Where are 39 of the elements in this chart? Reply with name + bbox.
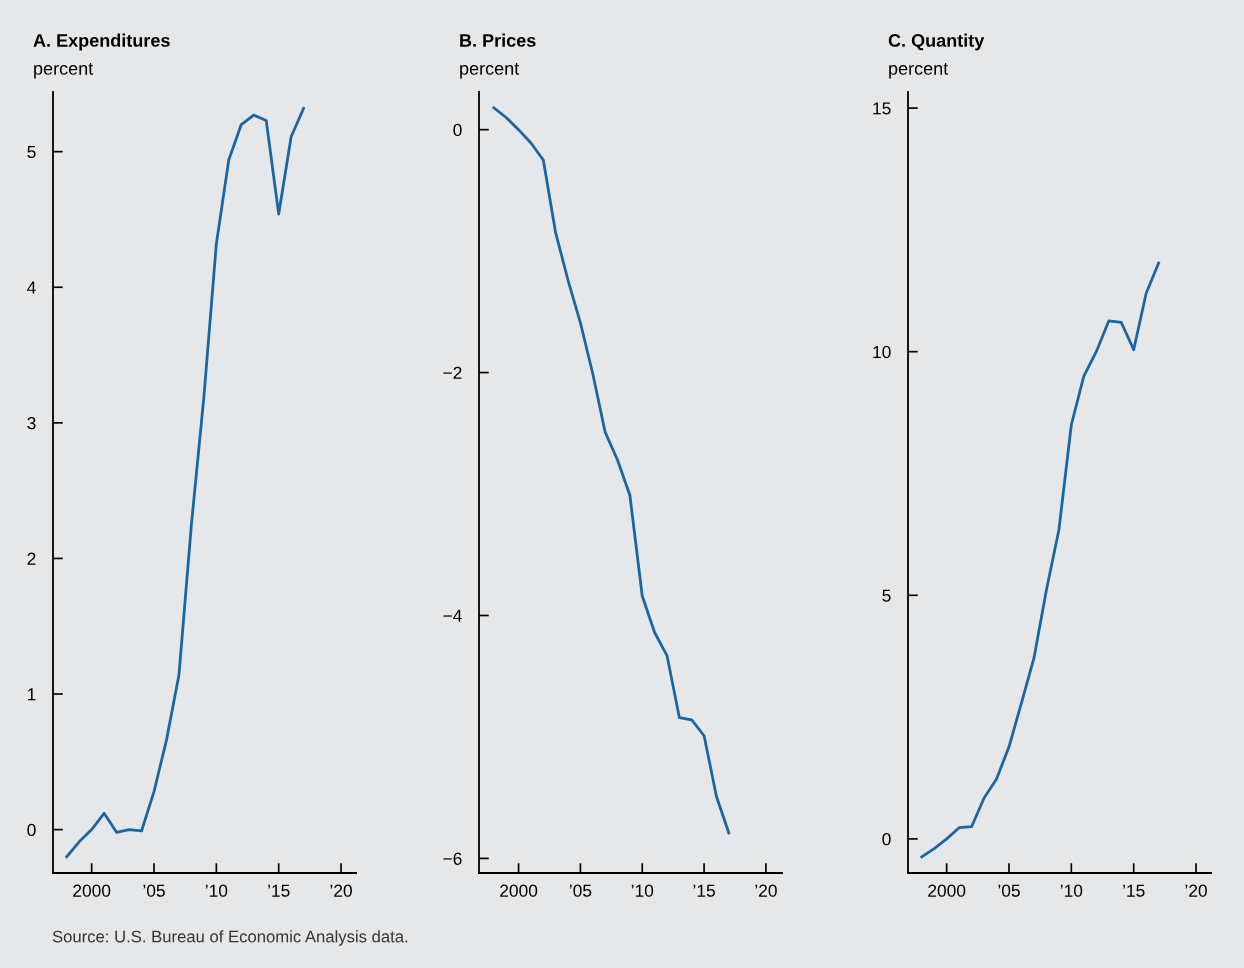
x-tick-label: ’10 — [631, 884, 654, 897]
x-tick-label: 2000 — [500, 884, 538, 897]
chart-title: B. Prices — [460, 33, 536, 47]
x-tick-label: ’10 — [205, 884, 228, 897]
line-series — [492, 106, 731, 835]
chart-title: A. Expenditures — [33, 33, 170, 51]
x-tick-label: ’15 — [693, 884, 715, 897]
x-tick-label: ’05 — [569, 884, 592, 897]
y-tick-label: 2 — [27, 552, 36, 565]
y-tick-label: 10 — [873, 345, 891, 359]
y-tick-label: −2 — [443, 366, 462, 379]
chart-title: C. Quantity — [888, 33, 985, 51]
y-tick-label: 4 — [27, 281, 36, 294]
y-tick-label: 5 — [27, 146, 36, 159]
y-tick-label: −6 — [443, 852, 462, 865]
x-tick-label: ’20 — [1185, 884, 1207, 897]
y-tick-label: 3 — [27, 417, 36, 430]
x-tick-label: 2000 — [928, 884, 966, 897]
y-tick-label: 5 — [882, 589, 891, 602]
x-tick-label: ’15 — [268, 884, 290, 897]
line-series — [65, 106, 306, 859]
y-tick-label: 0 — [882, 833, 891, 846]
x-tick-label: ’15 — [1123, 884, 1145, 897]
x-tick-label: ’20 — [755, 884, 777, 897]
y-tick-label: −4 — [443, 609, 462, 622]
x-tick-label: 2000 — [73, 884, 111, 897]
x-tick-label: ’20 — [330, 884, 352, 897]
y-axis-title: percent — [460, 63, 520, 79]
x-tick-label: ’10 — [1060, 884, 1083, 897]
x-tick-label: ’05 — [998, 884, 1020, 897]
y-axis-title: percent — [34, 63, 94, 79]
y-tick-label: 15 — [873, 102, 891, 115]
y-axis-title: percent — [889, 63, 949, 79]
y-tick-label: 0 — [453, 123, 462, 137]
y-tick-label: 0 — [27, 823, 36, 837]
source-note: Source: U.S. Bureau of Economic Analysis data. — [52, 930, 408, 946]
y-tick-label: 1 — [28, 688, 36, 701]
line-series — [920, 261, 1161, 859]
x-tick-label: ’05 — [143, 884, 165, 897]
